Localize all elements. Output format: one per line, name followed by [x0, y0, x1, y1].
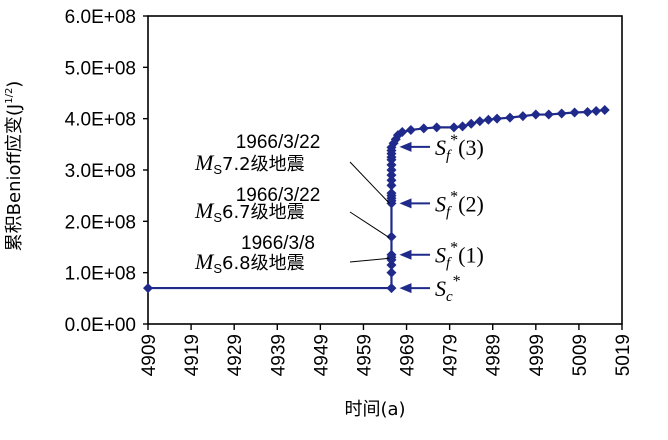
annotation-magnitude: MS6.7级地震: [194, 198, 305, 225]
x-tick-label: 4959: [354, 334, 375, 376]
x-tick-label: 4919: [182, 334, 203, 376]
data-point: [397, 127, 408, 138]
data-point: [530, 109, 541, 120]
marker-arrow-head: [399, 249, 412, 260]
data-point: [386, 283, 397, 294]
x-tick-label: 5019: [613, 334, 634, 376]
data-point: [591, 105, 602, 116]
data-point: [556, 108, 567, 119]
data-point: [386, 267, 397, 278]
marker-label: Sf*(1): [435, 240, 484, 272]
data-point: [457, 121, 468, 132]
x-tick-label: 4999: [527, 334, 548, 376]
data-point: [386, 175, 397, 186]
x-tick-label: 4929: [225, 334, 246, 376]
data-point: [599, 104, 610, 115]
x-tick-label: 4989: [484, 334, 505, 376]
data-point: [483, 114, 494, 125]
x-tick-label: 4969: [398, 334, 419, 376]
marker-label: Sc*: [435, 273, 461, 305]
annotation-magnitude: MS7.2级地震: [194, 150, 305, 177]
x-tick-label: 4939: [268, 334, 289, 376]
x-tick-label: 4909: [139, 334, 160, 376]
data-point: [386, 188, 397, 199]
data-point: [504, 112, 515, 123]
data-point: [143, 283, 153, 294]
annotation-magnitude: MS6.8级地震: [194, 249, 305, 276]
annotation-leader: [349, 257, 390, 263]
data-point: [492, 113, 503, 124]
marker-label: Sf*(3): [435, 132, 484, 164]
data-point: [386, 259, 397, 270]
marker-arrow-head: [399, 141, 412, 152]
x-tick-label: 4949: [311, 334, 332, 376]
y-tick-label: 2.0E+08: [65, 212, 136, 233]
annotation-date: 1966/3/8: [241, 233, 315, 254]
data-point: [543, 109, 554, 120]
annotations-layer: 1966/3/22MS7.2级地震1966/3/22MS6.7级地震1966/3…: [194, 132, 390, 276]
data-point: [386, 170, 397, 181]
series-layer: [143, 104, 610, 294]
y-tick-label: 1.0E+08: [65, 264, 136, 285]
data-point: [386, 249, 397, 260]
annotation-leader: [349, 211, 390, 239]
y-tick-label: 5.0E+08: [65, 58, 136, 79]
annotation-leader: [349, 161, 390, 204]
axes-layer: 0.0E+00 1.0E+08 2.0E+08 3.0E+08 4.0E+08 5.0E+…: [4, 7, 634, 420]
annotation-date: 1966/3/22: [236, 185, 321, 206]
y-tick-label: 4.0E+08: [65, 110, 136, 131]
marker-arrows-layer: Sf*(3) Sf*(2) Sf*(1)Sc*: [399, 132, 484, 305]
data-point: [448, 122, 459, 133]
marker-label: Sf*(2): [435, 188, 484, 220]
data-point: [431, 122, 442, 133]
data-point: [517, 111, 528, 122]
x-tick-label: 4979: [441, 334, 462, 376]
data-point: [582, 106, 593, 117]
y-tick-label: 3.0E+08: [65, 161, 136, 182]
data-point: [474, 116, 485, 127]
data-point: [386, 159, 397, 170]
x-axis-title: 时间(a): [344, 399, 405, 420]
x-tick-label: 5009: [570, 334, 591, 376]
data-point: [418, 123, 429, 134]
data-point: [569, 107, 580, 118]
data-point: [386, 180, 397, 191]
data-point: [466, 118, 477, 129]
data-point: [386, 165, 397, 175]
annotation-date: 1966/3/22: [236, 132, 321, 153]
marker-arrow-head: [399, 283, 412, 294]
y-tick-label: 6.0E+08: [65, 7, 136, 28]
marker-arrow-head: [399, 198, 412, 209]
data-point: [386, 231, 397, 242]
data-point: [405, 124, 416, 135]
y-axis-title: 累积Benioff应变(J1/2): [4, 81, 25, 252]
y-tick-label: 0.0E+00: [65, 315, 136, 336]
